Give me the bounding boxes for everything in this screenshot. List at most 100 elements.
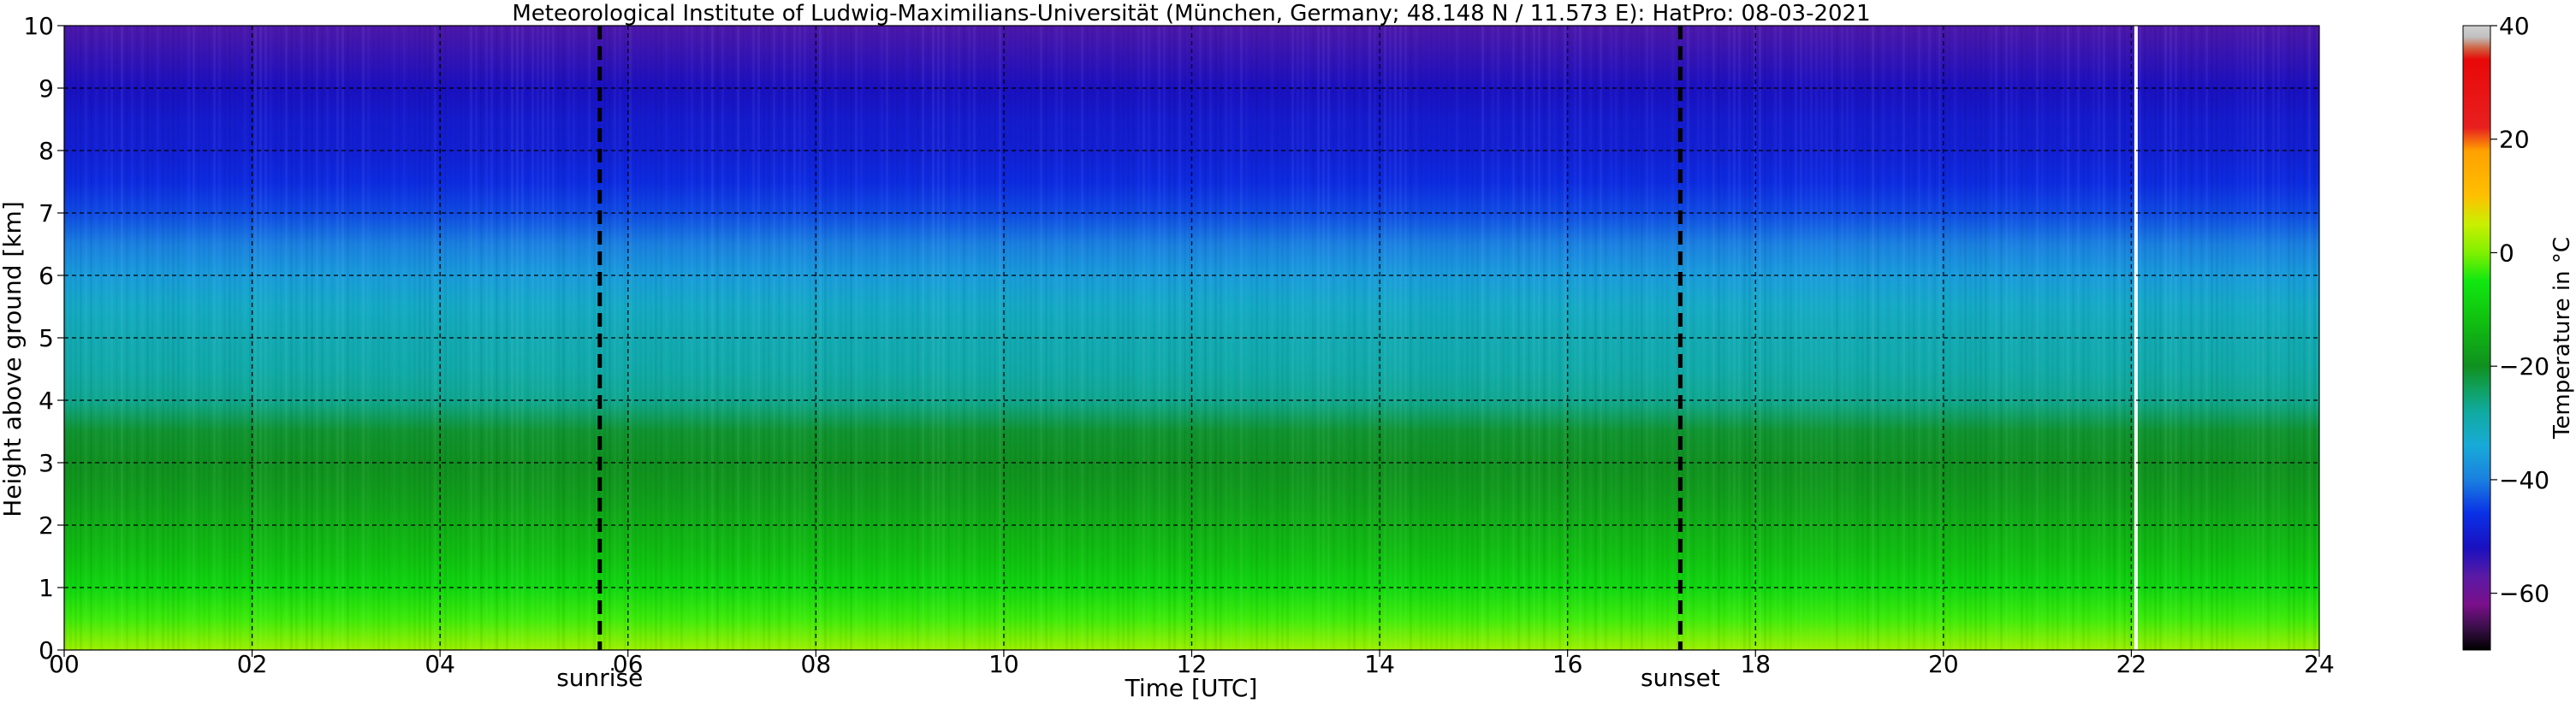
heatmap-column <box>1394 26 1397 650</box>
heatmap-column <box>2303 26 2306 650</box>
heatmap-column <box>2149 26 2152 650</box>
heatmap-column <box>1641 26 1643 650</box>
heatmap-column <box>670 26 673 650</box>
x-tick-label: 10 <box>988 650 1019 678</box>
heatmap-column <box>1471 26 1474 650</box>
y-tick-label: 7 <box>39 199 54 227</box>
grid <box>64 26 2319 650</box>
heatmap-column <box>1825 26 1828 650</box>
heatmap-column <box>1055 26 1058 650</box>
heatmap-column <box>1625 26 1628 650</box>
heatmap-column <box>809 26 811 650</box>
heatmap-column <box>193 26 195 650</box>
x-tick-label: 00 <box>49 650 80 678</box>
heatmap-column <box>2195 26 2198 650</box>
x-tick-label: 06 <box>613 650 644 678</box>
heatmap-column <box>1533 26 1535 650</box>
heatmap-column <box>1779 26 1782 650</box>
heatmap-column <box>1255 26 1258 650</box>
heatmap-column <box>2103 26 2105 650</box>
heatmap-column <box>146 26 149 650</box>
heatmap-column <box>1764 26 1766 650</box>
heatmap-column <box>886 26 888 650</box>
heatmap-column <box>208 26 211 650</box>
heatmap-column <box>2164 26 2167 650</box>
heatmap-column <box>1748 26 1751 650</box>
heatmap-column <box>1117 26 1119 650</box>
heatmap-column <box>1933 26 1936 650</box>
heatmap-column <box>840 26 842 650</box>
heatmap-column <box>686 26 688 650</box>
y-tick-label: 2 <box>39 511 54 540</box>
data-gap <box>2134 26 2138 650</box>
heatmap-column <box>131 26 134 650</box>
colorbar-tick-label: −40 <box>2499 466 2549 494</box>
heatmap-column <box>1656 26 1659 650</box>
heatmap-column <box>978 26 981 650</box>
heatmap-column <box>1810 26 1813 650</box>
heatmap-column <box>377 26 380 650</box>
heatmap-column <box>516 26 519 650</box>
heatmap-column <box>716 26 719 650</box>
heatmap-column <box>1302 26 1304 650</box>
heatmap-column <box>470 26 472 650</box>
x-tick-label: 18 <box>1740 650 1771 678</box>
x-axis: 00 02 04 06 08 10 12 14 16 18 20 22 24 <box>49 650 2335 678</box>
heatmap-column <box>1841 26 1843 650</box>
heatmap-column <box>100 26 103 650</box>
heatmap-column <box>593 26 596 650</box>
heatmap-column <box>1348 26 1350 650</box>
colorbar-scale <box>2463 26 2490 650</box>
heatmap-column <box>1995 26 1997 650</box>
heatmap-column <box>1856 26 1859 650</box>
heatmap-column <box>917 26 919 650</box>
heatmap-column <box>1733 26 1736 650</box>
heatmap-column <box>793 26 796 650</box>
colorbar-tick-label: 40 <box>2499 12 2530 40</box>
y-tick-label: 8 <box>39 137 54 165</box>
heatmap-column <box>1671 26 1674 650</box>
heatmap-column <box>1548 26 1551 650</box>
heatmap-column <box>2226 26 2229 650</box>
heatmap-column <box>1024 26 1027 650</box>
heatmap-column <box>254 26 257 650</box>
heatmap-column <box>701 26 703 650</box>
colorbar-ticks: 40 20 0 −20 −40 −60 <box>2490 12 2549 608</box>
heatmap-column <box>578 26 580 650</box>
heatmap-column <box>1040 26 1042 650</box>
heatmap-column <box>1964 26 1967 650</box>
x-tick-label: 24 <box>2304 650 2335 678</box>
heatmap-column <box>69 26 72 650</box>
heatmap-column <box>932 26 935 650</box>
heatmap-column <box>1425 26 1427 650</box>
heatmap-column <box>285 26 288 650</box>
colorbar-frame <box>2462 25 2491 651</box>
heatmap-column <box>994 26 996 650</box>
heatmap-column <box>1271 26 1273 650</box>
x-axis-label: Time [UTC] <box>1125 674 1258 702</box>
heatmap-column <box>1579 26 1582 650</box>
heatmap-column <box>2010 26 2013 650</box>
heatmap-column <box>2211 26 2213 650</box>
heatmap-column <box>531 26 534 650</box>
x-tick-label: 04 <box>424 650 455 678</box>
heatmap-column <box>1979 26 1982 650</box>
x-tick-label: 16 <box>1552 650 1583 678</box>
heatmap-column <box>485 26 488 650</box>
heatmap-column <box>454 26 457 650</box>
plot-area <box>63 25 2320 651</box>
heatmap-column <box>1086 26 1089 650</box>
y-tick-label: 1 <box>39 574 54 602</box>
heatmap-column <box>963 26 965 650</box>
heatmap-column <box>1009 26 1012 650</box>
heatmap-column <box>1502 26 1505 650</box>
heatmap-column <box>1918 26 1920 650</box>
heatmap-column <box>2026 26 2028 650</box>
heatmap-column <box>2087 26 2090 650</box>
heatmap-column <box>1286 26 1289 650</box>
y-tick-label: 0 <box>39 636 54 665</box>
heatmap-column <box>2180 26 2182 650</box>
y-tick-label: 10 <box>23 12 54 40</box>
